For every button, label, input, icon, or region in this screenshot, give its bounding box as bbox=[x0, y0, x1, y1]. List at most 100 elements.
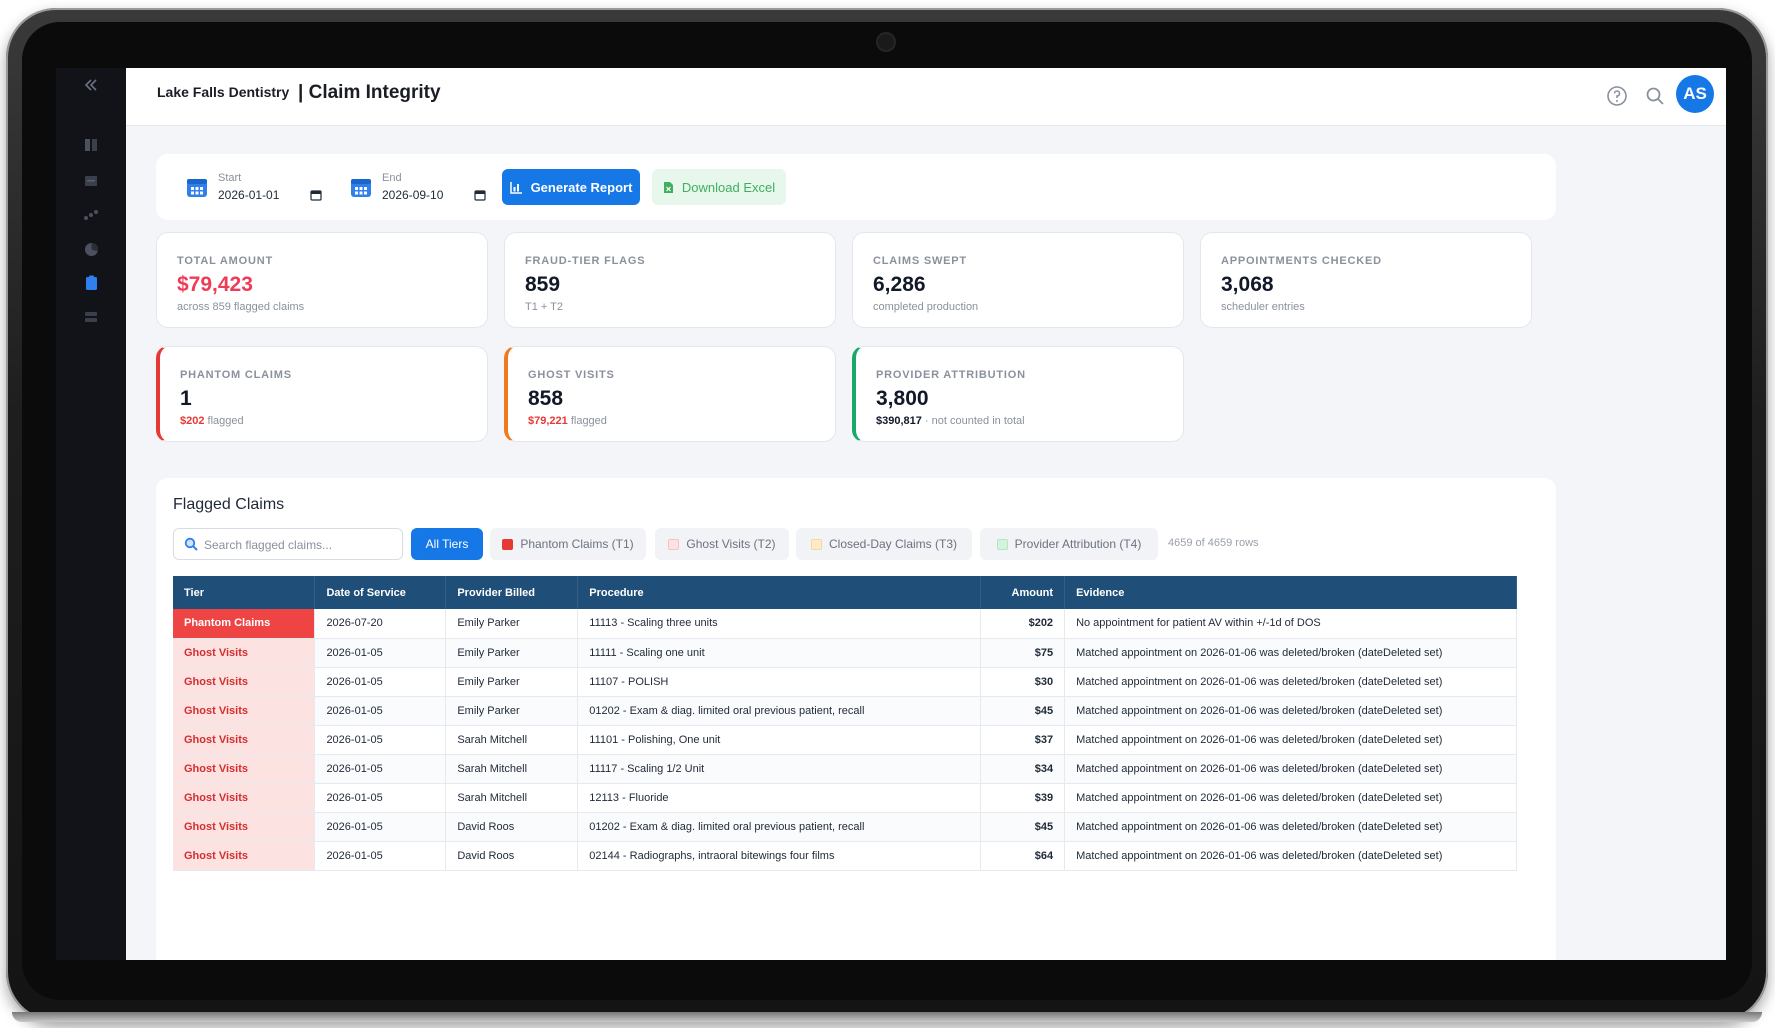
sidebar-item-reports-icon[interactable] bbox=[82, 172, 100, 190]
date-picker-icon[interactable] bbox=[474, 189, 486, 201]
table-row[interactable]: Ghost Visits 2026-01-05 David Roos 01202… bbox=[173, 812, 1517, 842]
cell-amount: $39 bbox=[980, 783, 1066, 813]
sidebar-item-dashboard-icon[interactable] bbox=[82, 136, 100, 154]
chip-label: Phantom Claims (T1) bbox=[520, 537, 634, 551]
tier-amount: $202 bbox=[180, 415, 205, 427]
table-row[interactable]: Ghost Visits 2026-01-05 Sarah Mitchell 1… bbox=[173, 754, 1517, 784]
tablet-edge bbox=[12, 1012, 1762, 1022]
flagged-claims-panel: Flagged Claims All Tiers Phantom Claims … bbox=[156, 478, 1556, 960]
tier-subtext-label: · not counted in total bbox=[921, 415, 1025, 427]
help-icon[interactable] bbox=[1606, 85, 1630, 109]
stat-value: $79,423 bbox=[177, 273, 253, 296]
start-date-value[interactable]: 2026-01-01 bbox=[218, 188, 280, 202]
chip-label: Ghost Visits (T2) bbox=[686, 537, 776, 551]
cell-procedure: 11113 - Scaling three units bbox=[577, 609, 982, 639]
stat-subtext: completed production bbox=[873, 301, 979, 313]
cell-tier: Ghost Visits bbox=[173, 841, 316, 871]
start-date-field[interactable]: Start 2026-01-01 bbox=[186, 172, 326, 206]
search-input[interactable] bbox=[204, 535, 394, 555]
tablet-frame: Lake Falls Dentistry | Claim Integrity A… bbox=[6, 8, 1768, 1022]
tier-card-ghost-visits[interactable]: GHOST VISITS 858 $79,221 flagged bbox=[504, 346, 836, 442]
cell-date: 2026-01-05 bbox=[314, 638, 447, 668]
cell-date: 2026-01-05 bbox=[314, 812, 447, 842]
cell-amount: $64 bbox=[980, 841, 1066, 871]
date-picker-icon[interactable] bbox=[310, 189, 322, 201]
stat-subtext: across 859 flagged claims bbox=[177, 301, 305, 313]
chart-icon bbox=[509, 181, 522, 194]
column-header-tier[interactable]: Tier bbox=[173, 576, 316, 609]
tier-card-phantom-claims[interactable]: PHANTOM CLAIMS 1 $202 flagged bbox=[156, 346, 488, 442]
column-header-date[interactable]: Date of Service bbox=[314, 576, 447, 609]
sidebar-item-pie-icon[interactable] bbox=[82, 240, 100, 258]
tier-card-provider-attribution[interactable]: PROVIDER ATTRIBUTION 3,800 $390,817 · no… bbox=[852, 346, 1184, 442]
collapse-sidebar-icon[interactable] bbox=[82, 76, 100, 94]
table-row[interactable]: Ghost Visits 2026-01-05 David Roos 02144… bbox=[173, 841, 1517, 871]
stat-subtext: T1 + T2 bbox=[525, 301, 564, 313]
tier-amount: $390,817 bbox=[876, 415, 922, 427]
chip-label: Closed-Day Claims (T3) bbox=[828, 537, 958, 551]
stat-subtext: scheduler entries bbox=[1221, 301, 1305, 313]
filter-chip-phantom-claims[interactable]: Phantom Claims (T1) bbox=[490, 528, 646, 560]
table-row[interactable]: Ghost Visits 2026-01-05 Sarah Mitchell 1… bbox=[173, 725, 1517, 755]
cell-evidence: Matched appointment on 2026-01-06 was de… bbox=[1064, 638, 1517, 668]
calendar-icon bbox=[187, 179, 207, 197]
cell-provider: Emily Parker bbox=[445, 609, 579, 639]
cell-amount: $37 bbox=[980, 725, 1066, 755]
filter-chip-closed-day-claims[interactable]: Closed-Day Claims (T3) bbox=[796, 528, 972, 560]
cell-date: 2026-01-05 bbox=[314, 841, 447, 871]
filter-chip-all-tiers[interactable]: All Tiers bbox=[411, 528, 483, 560]
cell-date: 2026-01-05 bbox=[314, 696, 447, 726]
generate-report-button[interactable]: Generate Report bbox=[502, 169, 640, 205]
closed-day-swatch-icon bbox=[810, 538, 822, 550]
end-date-value[interactable]: 2026-09-10 bbox=[382, 188, 444, 202]
filter-chip-ghost-visits[interactable]: Ghost Visits (T2) bbox=[655, 528, 789, 560]
cell-evidence: Matched appointment on 2026-01-06 was de… bbox=[1064, 696, 1517, 726]
page-title: | Claim Integrity bbox=[298, 82, 441, 103]
stat-value: 3,068 bbox=[1221, 273, 1274, 296]
stat-value: 6,286 bbox=[873, 273, 926, 296]
cell-tier: Ghost Visits bbox=[173, 812, 316, 842]
search-flagged-claims[interactable] bbox=[173, 528, 403, 560]
cell-tier: Ghost Visits bbox=[173, 696, 316, 726]
flagged-claims-table: Tier Date of Service Provider Billed Pro… bbox=[173, 576, 1517, 871]
column-header-evidence[interactable]: Evidence bbox=[1064, 576, 1517, 609]
search-icon[interactable] bbox=[1644, 85, 1668, 109]
table-row[interactable]: Phantom Claims 2026-07-20 Emily Parker 1… bbox=[173, 609, 1517, 639]
table-row[interactable]: Ghost Visits 2026-01-05 Sarah Mitchell 1… bbox=[173, 783, 1517, 813]
tier-subtext: $79,221 flagged bbox=[528, 415, 607, 427]
cell-evidence: Matched appointment on 2026-01-06 was de… bbox=[1064, 754, 1517, 784]
column-header-procedure[interactable]: Procedure bbox=[577, 576, 982, 609]
table-row[interactable]: Ghost Visits 2026-01-05 Emily Parker 111… bbox=[173, 667, 1517, 697]
cell-tier: Ghost Visits bbox=[173, 725, 316, 755]
ghost-swatch-icon bbox=[668, 538, 680, 550]
cell-evidence: Matched appointment on 2026-01-06 was de… bbox=[1064, 667, 1517, 697]
cell-tier: Ghost Visits bbox=[173, 754, 316, 784]
table-row[interactable]: Ghost Visits 2026-01-05 Emily Parker 111… bbox=[173, 638, 1517, 668]
sidebar-item-claim-integrity-icon[interactable] bbox=[82, 274, 100, 292]
camera-icon bbox=[878, 34, 894, 50]
report-filter-bar: Start 2026-01-01 End 2026-09-10 Generate… bbox=[156, 154, 1556, 220]
cell-evidence: Matched appointment on 2026-01-06 was de… bbox=[1064, 783, 1517, 813]
sidebar bbox=[56, 68, 126, 960]
tier-value: 858 bbox=[528, 387, 564, 410]
filter-chip-provider-attribution[interactable]: Provider Attribution (T4) bbox=[980, 528, 1158, 560]
end-date-field[interactable]: End 2026-09-10 bbox=[350, 172, 490, 206]
phantom-swatch-icon bbox=[502, 538, 514, 550]
cell-provider: David Roos bbox=[445, 812, 579, 842]
download-excel-button[interactable]: Download Excel bbox=[652, 169, 786, 205]
cell-amount: $75 bbox=[980, 638, 1066, 668]
column-header-provider[interactable]: Provider Billed bbox=[445, 576, 579, 609]
panel-title: Flagged Claims bbox=[173, 496, 285, 513]
sidebar-item-settings-icon[interactable] bbox=[82, 308, 100, 326]
user-avatar[interactable]: AS bbox=[1676, 75, 1714, 113]
cell-amount: $34 bbox=[980, 754, 1066, 784]
tier-subtext-label: flagged bbox=[567, 415, 607, 427]
column-header-amount[interactable]: Amount bbox=[980, 576, 1066, 609]
table-row[interactable]: Ghost Visits 2026-01-05 Emily Parker 012… bbox=[173, 696, 1517, 726]
row-count: 4659 of 4659 rows bbox=[1168, 537, 1259, 549]
table-header-row: Tier Date of Service Provider Billed Pro… bbox=[173, 576, 1517, 609]
sidebar-item-analytics-icon[interactable] bbox=[82, 206, 100, 224]
tier-value: 1 bbox=[180, 387, 192, 410]
cell-provider: Emily Parker bbox=[445, 696, 579, 726]
tier-label: PHANTOM CLAIMS bbox=[180, 369, 292, 381]
